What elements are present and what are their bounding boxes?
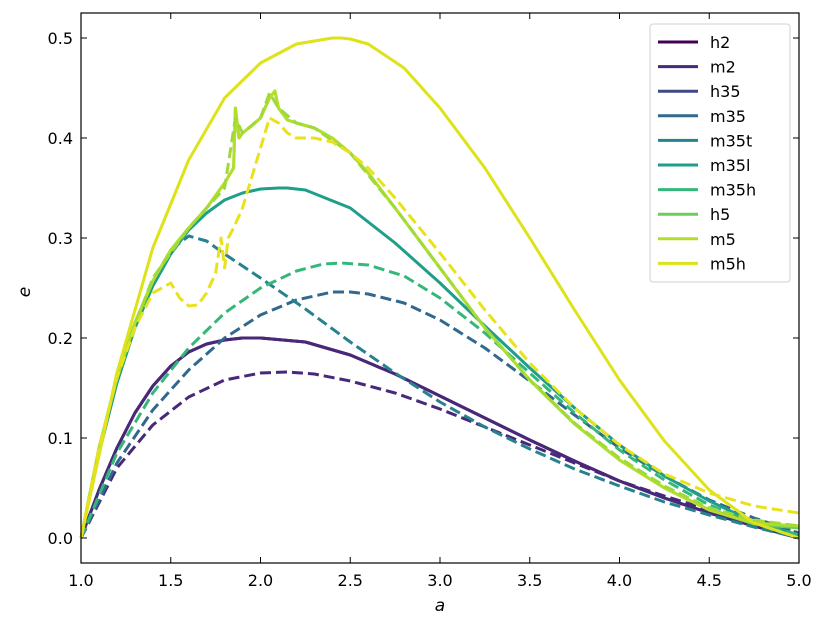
- legend-label-h35: h35: [710, 82, 741, 101]
- legend-label-m35l: m35l: [710, 156, 750, 175]
- x-tick-label: 1.0: [68, 571, 93, 590]
- y-tick-label: 0.0: [48, 529, 73, 548]
- y-tick-label: 0.4: [48, 129, 73, 148]
- series-line-m35h-dashed: [79, 261, 800, 539]
- legend-label-m35t: m35t: [710, 131, 752, 150]
- legend-label-m5h: m5h: [710, 254, 746, 273]
- x-tick-label: 4.5: [697, 571, 722, 590]
- series-line-m5h: [79, 36, 800, 540]
- legend-label-h5: h5: [710, 205, 730, 224]
- legend-label-m35: m35: [710, 107, 746, 126]
- x-axis-label: a: [435, 596, 445, 616]
- legend-label-m5: m5: [710, 230, 736, 249]
- legend-label-m2: m2: [710, 58, 736, 77]
- legend-box: [649, 23, 791, 283]
- plot-lines: [79, 36, 800, 540]
- legend: h2 m2 h35 m35 m35t m35l m35h h5 m5 m5h: [649, 23, 791, 283]
- series-line-m5h-dashed: [79, 116, 800, 539]
- x-tick-label: 1.5: [158, 571, 183, 590]
- x-tick-label: 4.0: [607, 571, 632, 590]
- y-tick-label: 0.1: [48, 429, 73, 448]
- x-axis: 1.0 1.5 2.0 2.5 3.0 3.5 4.0 4.5 5.0: [68, 13, 812, 590]
- x-tick-label: 5.0: [786, 571, 811, 590]
- x-tick-label: 3.5: [517, 571, 542, 590]
- legend-label-h2: h2: [710, 33, 730, 52]
- x-tick-label: 2.0: [248, 571, 273, 590]
- y-tick-label: 0.2: [48, 329, 73, 348]
- y-axis: 0.0 0.1 0.2 0.3 0.4 0.5: [48, 29, 799, 548]
- series-line-m2-dashed: [79, 370, 800, 539]
- y-axis-label: e: [15, 287, 35, 297]
- y-tick-label: 0.5: [48, 29, 73, 48]
- legend-label-m35h: m35h: [710, 181, 756, 200]
- x-tick-label: 2.5: [338, 571, 363, 590]
- x-tick-label: 3.0: [427, 571, 452, 590]
- series-line-m5-dashed: [79, 91, 800, 539]
- y-tick-label: 0.3: [48, 229, 73, 248]
